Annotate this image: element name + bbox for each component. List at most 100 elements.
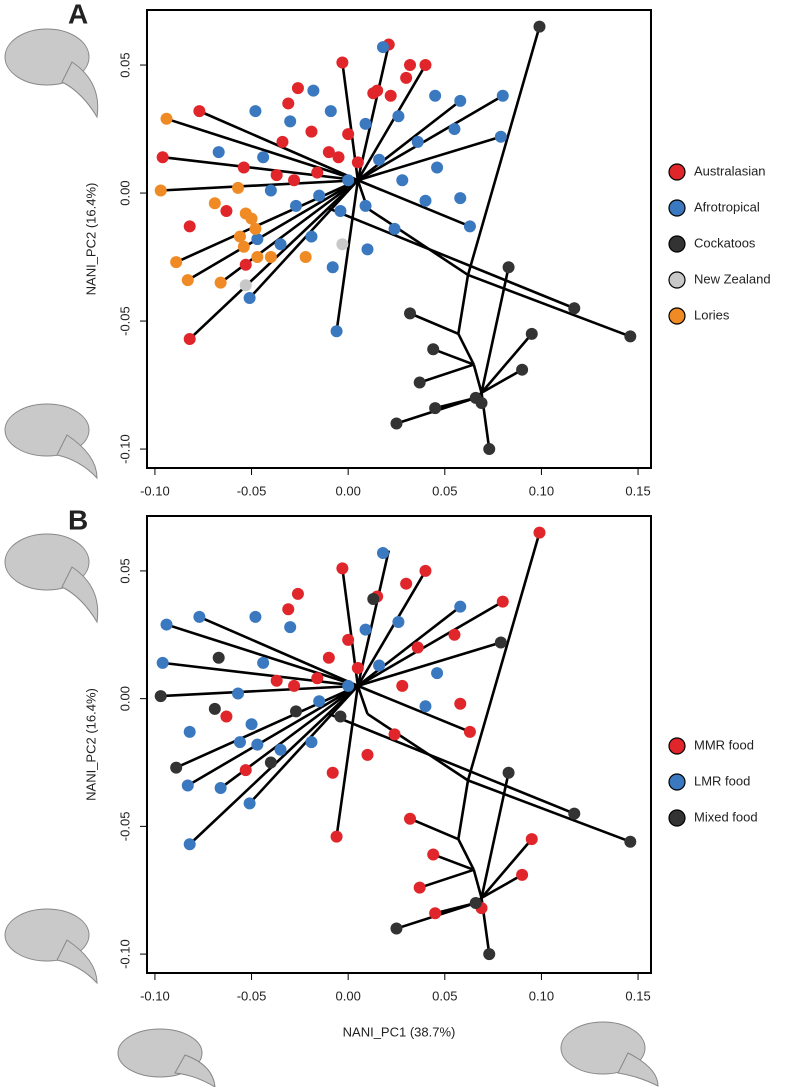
tree-branch [419,363,475,384]
point [311,166,324,179]
tree-branch [175,684,359,769]
y-tick-label: 0.05 [117,558,132,583]
point [400,71,413,84]
plot-frame [146,9,652,469]
tree-branch [480,772,510,899]
legend-label: MMR food [694,737,754,752]
point [359,117,372,130]
x-tick-label: -0.10 [140,988,170,1003]
plot: B -0.10 -0.05 0.00 0.05 0.10 0.15 -0.10 -0.05 0.0… [68,504,758,1039]
point [448,628,461,641]
point [193,610,206,623]
point [392,616,405,629]
legend-label: Lories [694,307,730,322]
tree-branch [480,333,533,394]
point [233,230,246,243]
point [249,222,262,235]
point [239,764,252,777]
point [404,59,417,72]
tree-branch [357,600,504,687]
point [334,204,347,217]
point [483,443,496,456]
point [388,222,401,235]
plot: A -0.10 -0.05 0.00 0.05 0.10 0.15 -0.10 -0.05 0.0… [68,0,771,498]
point [413,881,426,894]
point [496,595,509,608]
point [243,797,256,810]
point [411,641,424,654]
point [257,151,270,164]
point [525,327,538,340]
point [289,705,302,718]
point [181,274,194,287]
panel-label: A [68,0,88,29]
point [183,838,196,851]
tree-branch [366,712,469,782]
point [342,633,355,646]
point [361,748,374,761]
tree-branch [166,623,359,688]
tree-branch [175,179,359,264]
tree-branch [160,684,358,698]
point [454,192,467,205]
point [384,89,397,102]
point [342,174,355,187]
point [313,189,326,202]
tree-branch [356,550,391,687]
point [427,343,440,356]
tree-branch [356,44,391,181]
tree-branch [366,207,469,277]
legend-swatch [668,235,686,253]
y-tick-label: 0.00 [117,180,132,205]
tree-branch [467,779,631,843]
point [170,256,183,269]
point [245,212,258,225]
legend-swatch [668,737,686,755]
legend-swatch [668,307,686,325]
point [232,687,245,700]
tree-branch [328,712,575,815]
skull-icons [4,28,659,1087]
point [342,679,355,692]
point [322,651,335,664]
point [237,240,250,253]
y-tick-label: -0.10 [117,434,132,464]
point [288,174,301,187]
point [336,562,349,575]
point [251,233,264,246]
tree-branch [357,135,502,182]
point [282,603,295,616]
point [400,577,413,590]
point [427,848,440,861]
y-tick-label: 0.00 [117,686,132,711]
point [291,587,304,600]
point [367,87,380,100]
legend-label: Cockatoos [694,235,756,250]
point [156,151,169,164]
point [154,184,167,197]
point [270,674,283,687]
point [326,766,339,779]
point [334,710,347,723]
point [351,156,364,169]
point [305,230,318,243]
point [324,105,337,118]
point [419,700,432,713]
point [342,128,355,141]
y-tick-label: -0.10 [117,939,132,969]
point [494,130,507,143]
tree-branch [466,532,541,781]
tree-branch [467,273,631,338]
point [496,89,509,102]
y-tick-label: -0.05 [117,306,132,336]
point [429,89,442,102]
tree-branch [457,333,475,366]
x-tick-label: 0.05 [432,483,457,498]
point [469,897,482,910]
legend-swatch [668,271,686,289]
point [568,302,581,315]
point [181,779,194,792]
x-axis-label: NANI_PC1 (38.7%) [343,1024,456,1039]
point [336,238,349,251]
tree-branch [248,179,359,299]
